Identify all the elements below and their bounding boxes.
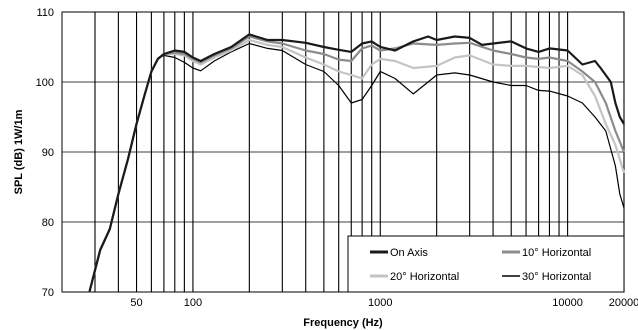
x-tick-label: 50 [130,297,142,309]
tick-labels: 50 100 1000 10000 20000 70 80 90 100 110 [36,7,638,309]
legend-label: 30° Horizontal [522,271,591,283]
series-lines [88,33,626,293]
series-line-0 [88,33,625,293]
y-tick-label: 70 [42,287,54,299]
legend: On Axis 10° Horizontal 20° Horizontal 30° H… [347,235,625,293]
y-tick-label: 110 [36,7,54,19]
legend-label: 10° Horizontal [522,247,591,259]
x-tick-label: 1000 [368,297,392,309]
y-tick-label: 80 [42,217,54,229]
legend-label: On Axis [390,247,428,259]
x-axis-title: Frequency (Hz) [303,317,383,329]
x-tick-label: 20000 [609,297,638,309]
legend-box [347,235,625,293]
x-tick-label: 100 [184,297,202,309]
y-axis-title: SPL (dB) 1W/1m [13,109,25,194]
y-tick-label: 100 [36,77,54,89]
x-tick-label: 10000 [552,297,583,309]
y-tick-label: 90 [42,147,54,159]
legend-label: 20° Horizontal [390,271,459,283]
